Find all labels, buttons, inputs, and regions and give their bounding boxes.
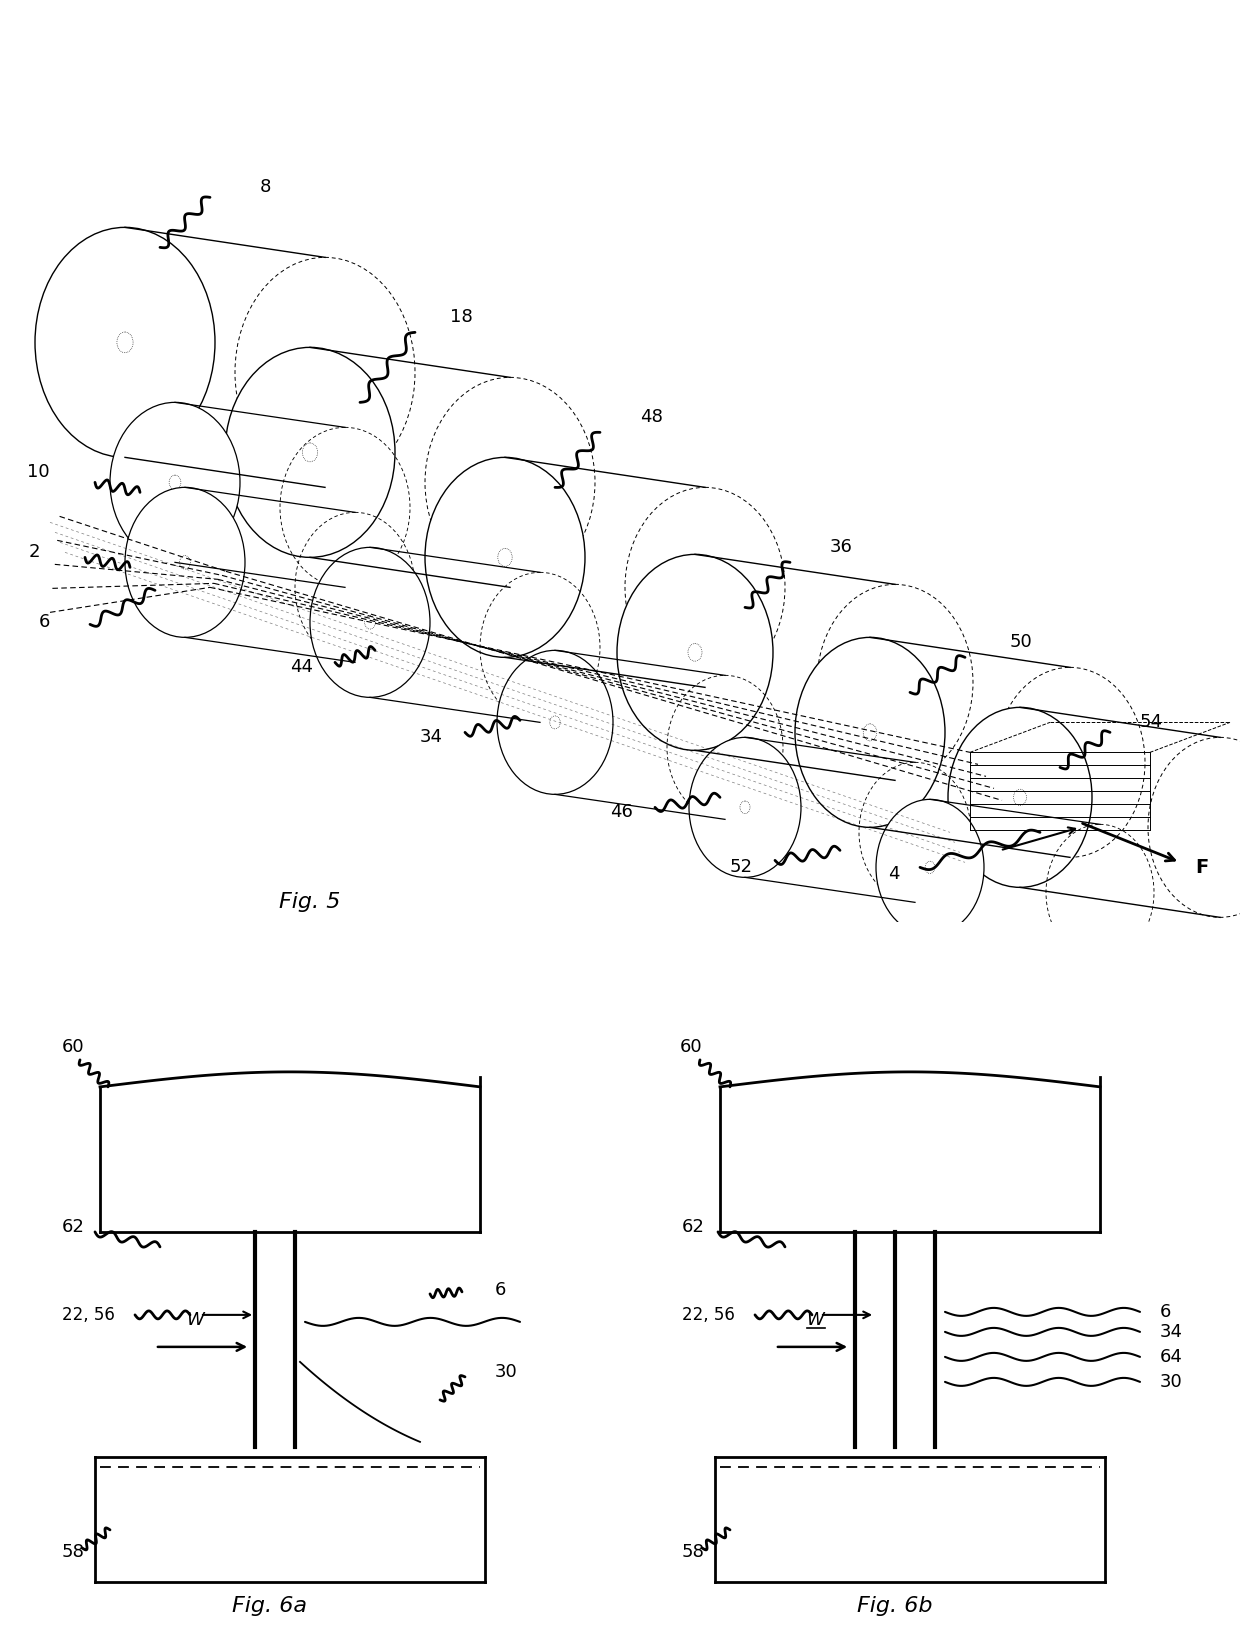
Ellipse shape bbox=[618, 554, 773, 750]
Text: W: W bbox=[186, 1310, 203, 1328]
Text: 6: 6 bbox=[38, 613, 50, 631]
Text: Fig. 6b: Fig. 6b bbox=[857, 1595, 932, 1617]
Ellipse shape bbox=[875, 799, 985, 936]
Text: F: F bbox=[1195, 859, 1208, 877]
Text: 62: 62 bbox=[682, 1218, 704, 1236]
Ellipse shape bbox=[497, 651, 613, 794]
Text: 6: 6 bbox=[495, 1280, 506, 1299]
Text: 46: 46 bbox=[610, 803, 632, 821]
Text: 60: 60 bbox=[680, 1038, 703, 1056]
Ellipse shape bbox=[224, 348, 396, 557]
Text: 64: 64 bbox=[1159, 1348, 1183, 1366]
Text: 58: 58 bbox=[682, 1543, 704, 1561]
Text: 36: 36 bbox=[830, 539, 853, 557]
Text: 62: 62 bbox=[62, 1218, 84, 1236]
Text: 50: 50 bbox=[1011, 633, 1033, 651]
Ellipse shape bbox=[125, 488, 246, 638]
Text: 30: 30 bbox=[495, 1363, 518, 1381]
Text: 58: 58 bbox=[62, 1543, 84, 1561]
Text: 60: 60 bbox=[62, 1038, 84, 1056]
Text: Fig. 6a: Fig. 6a bbox=[233, 1595, 308, 1617]
Ellipse shape bbox=[425, 458, 585, 658]
Ellipse shape bbox=[949, 707, 1092, 887]
Text: 30: 30 bbox=[1159, 1373, 1183, 1391]
Text: 54: 54 bbox=[1140, 714, 1163, 732]
Text: 10: 10 bbox=[27, 463, 50, 481]
Text: 8: 8 bbox=[260, 178, 272, 196]
Text: 34: 34 bbox=[1159, 1323, 1183, 1341]
Text: 22, 56: 22, 56 bbox=[62, 1305, 115, 1323]
Ellipse shape bbox=[795, 638, 945, 827]
Ellipse shape bbox=[310, 547, 430, 697]
Text: 2: 2 bbox=[29, 544, 40, 562]
Text: 34: 34 bbox=[420, 728, 443, 747]
Text: 44: 44 bbox=[290, 658, 312, 676]
Ellipse shape bbox=[110, 402, 241, 562]
Text: 52: 52 bbox=[730, 859, 753, 877]
Text: 22, 56: 22, 56 bbox=[682, 1305, 735, 1323]
Ellipse shape bbox=[35, 227, 215, 458]
Ellipse shape bbox=[689, 737, 801, 877]
Text: Fig. 5: Fig. 5 bbox=[279, 892, 341, 913]
Text: W: W bbox=[806, 1310, 823, 1328]
Text: 6: 6 bbox=[1159, 1304, 1172, 1322]
Text: 18: 18 bbox=[450, 308, 472, 326]
Text: 4: 4 bbox=[889, 865, 900, 883]
Text: 48: 48 bbox=[640, 409, 663, 427]
